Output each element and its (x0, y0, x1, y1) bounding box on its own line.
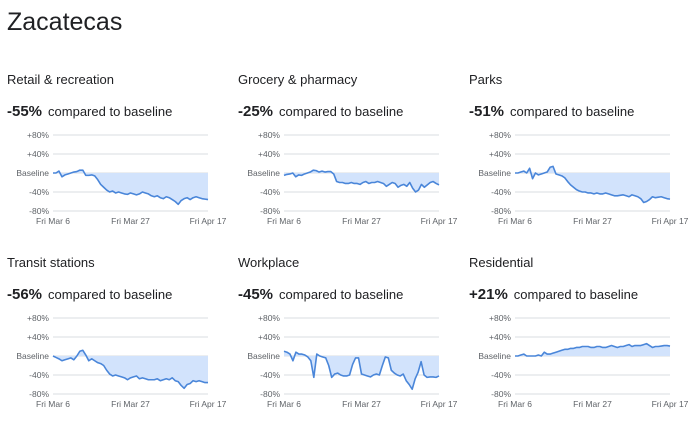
y-tick-label: Baseline (16, 168, 49, 178)
panel-title: Workplace (238, 255, 300, 270)
y-tick-label: -80% (29, 389, 49, 399)
panel-grocery-pharmacy: Grocery & pharmacy -25% compared to basel… (238, 72, 463, 252)
panel-change: -25% compared to baseline (238, 103, 403, 121)
mobility-chart-workplace: +80% +40% Baseline -40% -80%Fri Mar 6 Fri Mar… (247, 313, 458, 409)
y-tick-label: +40% (27, 149, 49, 159)
panel-residential: Residential +21% compared to baseline +80… (469, 255, 694, 435)
panel-change: +21% compared to baseline (469, 286, 638, 304)
series-line (52, 349, 208, 390)
y-tick-label: +40% (489, 149, 511, 159)
x-tick-label: Fri Mar 27 (111, 399, 150, 409)
x-tick-label: Fri Mar 27 (111, 216, 150, 226)
mobility-chart-grocery: +80% +40% Baseline -40% -80%Fri Mar 6 Fri Mar… (247, 130, 458, 226)
series-line (283, 169, 440, 193)
page-title: Zacatecas (7, 8, 123, 36)
y-tick-label: -40% (491, 370, 511, 380)
y-tick-label: -80% (29, 206, 49, 216)
y-tick-label: +80% (27, 313, 49, 323)
change-percent: -25% (238, 103, 274, 120)
panel-title: Residential (469, 255, 534, 270)
y-tick-label: -80% (260, 389, 280, 399)
y-tick-label: +80% (489, 313, 511, 323)
y-tick-label: Baseline (247, 168, 280, 178)
y-tick-label: +80% (258, 313, 280, 323)
x-tick-label: Fri Apr 17 (190, 399, 227, 409)
panel-change: -56% compared to baseline (7, 286, 172, 304)
x-tick-label: Fri Apr 17 (652, 216, 689, 226)
y-tick-label: -40% (491, 187, 511, 197)
y-tick-label: +40% (489, 332, 511, 342)
x-tick-label: Fri Mar 27 (573, 399, 612, 409)
x-tick-label: Fri Apr 17 (421, 216, 458, 226)
x-tick-label: Fri Mar 6 (267, 399, 301, 409)
panel-change: -51% compared to baseline (469, 103, 634, 121)
y-tick-label: +80% (489, 130, 511, 140)
change-percent: -56% (7, 286, 43, 303)
area-fill (515, 343, 670, 356)
x-tick-label: Fri Mar 27 (342, 399, 381, 409)
y-tick-label: -40% (29, 187, 49, 197)
y-tick-label: +40% (27, 332, 49, 342)
y-tick-label: +40% (258, 332, 280, 342)
y-tick-label: Baseline (478, 351, 511, 361)
compared-label: compared to baseline (279, 104, 404, 119)
x-tick-label: Fri Apr 17 (190, 216, 227, 226)
area-fill (53, 350, 208, 389)
panel-parks: Parks -51% compared to baseline +80% +40% B… (469, 72, 694, 252)
panel-workplace: Workplace -45% compared to baseline +80% +… (238, 255, 463, 435)
y-tick-label: -40% (260, 370, 280, 380)
y-tick-label: Baseline (16, 351, 49, 361)
x-tick-label: Fri Apr 17 (421, 399, 458, 409)
panel-title: Parks (469, 72, 503, 87)
x-tick-label: Fri Mar 6 (36, 399, 70, 409)
x-tick-label: Fri Mar 27 (342, 216, 381, 226)
panel-title: Transit stations (7, 255, 95, 270)
panel-change: -45% compared to baseline (238, 286, 403, 304)
y-tick-label: Baseline (478, 168, 511, 178)
compared-label: compared to baseline (279, 287, 404, 302)
panel-change: -55% compared to baseline (7, 103, 172, 121)
y-tick-label: Baseline (247, 351, 280, 361)
change-percent: -51% (469, 103, 505, 120)
panel-title: Grocery & pharmacy (238, 72, 358, 87)
y-tick-label: +80% (27, 130, 49, 140)
compared-label: compared to baseline (510, 104, 635, 119)
mobility-chart-parks: +80% +40% Baseline -40% -80%Fri Mar 6 Fri Mar… (478, 130, 689, 226)
y-tick-label: -80% (260, 206, 280, 216)
x-tick-label: Fri Mar 27 (573, 216, 612, 226)
x-tick-label: Fri Mar 6 (36, 216, 70, 226)
area-fill (53, 170, 208, 205)
change-percent: +21% (469, 286, 508, 303)
y-tick-label: +40% (258, 149, 280, 159)
series-line (515, 165, 671, 204)
mobility-chart-residential: +80% +40% Baseline -40% -80%Fri Mar 6 Fri Mar… (478, 313, 689, 409)
y-tick-label: -80% (491, 389, 511, 399)
area-fill (284, 170, 439, 192)
x-tick-label: Fri Mar 6 (267, 216, 301, 226)
y-tick-label: -40% (29, 370, 49, 380)
series-line (515, 342, 671, 357)
x-tick-label: Fri Mar 6 (498, 399, 532, 409)
mobility-chart-transit: +80% +40% Baseline -40% -80%Fri Mar 6 Fri Mar… (16, 313, 227, 409)
change-percent: -55% (7, 103, 43, 120)
compared-label: compared to baseline (48, 287, 173, 302)
area-fill (515, 166, 670, 203)
change-percent: -45% (238, 286, 274, 303)
y-tick-label: +80% (258, 130, 280, 140)
series-line (53, 169, 209, 206)
compared-label: compared to baseline (48, 104, 173, 119)
y-tick-label: -40% (260, 187, 280, 197)
x-tick-label: Fri Apr 17 (652, 399, 689, 409)
compared-label: compared to baseline (513, 287, 639, 302)
mobility-chart-retail: +80% +40% Baseline -40% -80%Fri Mar 6 Fri Mar… (16, 130, 227, 226)
panel-retail-recreation: Retail & recreation -55% compared to base… (7, 72, 232, 252)
x-tick-label: Fri Mar 6 (498, 216, 532, 226)
series-line (283, 350, 440, 391)
panel-title: Retail & recreation (7, 72, 114, 87)
y-tick-label: -80% (491, 206, 511, 216)
panel-transit-stations: Transit stations -56% compared to baselin… (7, 255, 232, 435)
